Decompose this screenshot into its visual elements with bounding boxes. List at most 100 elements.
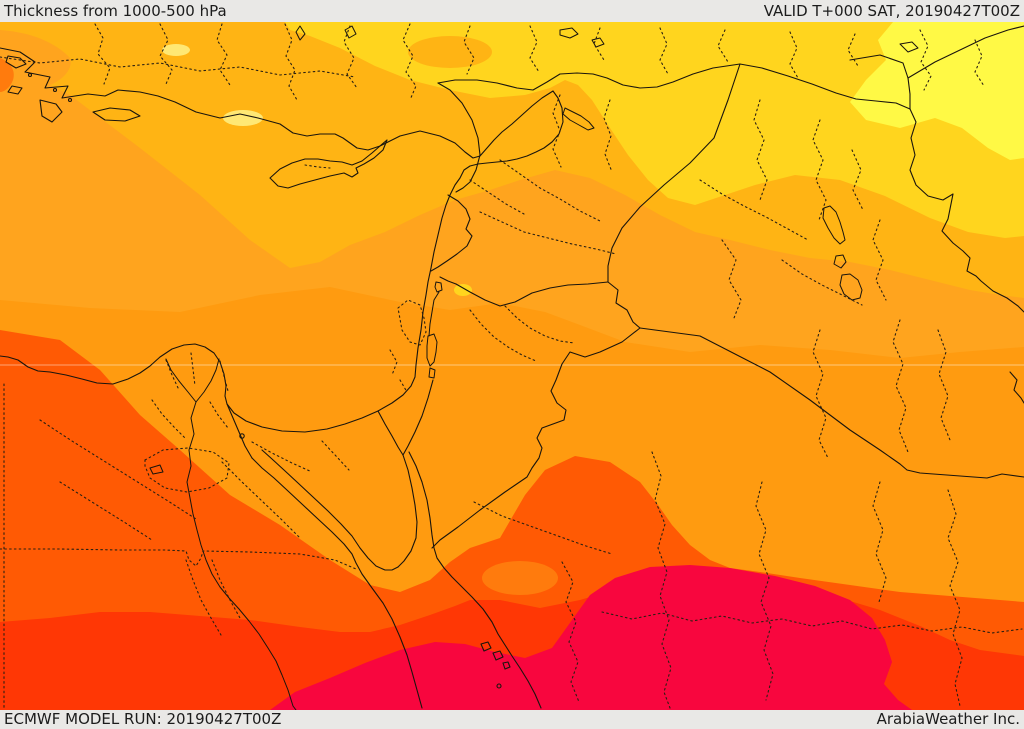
lake-egirdir bbox=[295, 25, 306, 41]
gulf-of-suez-east-shore bbox=[261, 449, 399, 571]
cyprus-green-line bbox=[304, 164, 331, 169]
bitter-lake bbox=[239, 433, 245, 439]
dead-sea bbox=[426, 333, 438, 367]
dead-sea-south-lobe bbox=[428, 367, 436, 379]
admin-nile-west bbox=[185, 559, 222, 636]
admin-syria-4 bbox=[499, 159, 601, 222]
admin-nile-east bbox=[211, 559, 241, 619]
admin-turkey-6 bbox=[343, 25, 358, 89]
admin-syria-1 bbox=[552, 94, 562, 168]
admin-turkey-15 bbox=[919, 29, 932, 91]
admin-saudi-6 bbox=[872, 481, 887, 603]
red-sea-island-3 bbox=[502, 661, 511, 670]
patch-nw-hot bbox=[0, 58, 14, 92]
admin-saudi-2 bbox=[651, 451, 672, 709]
admin-saudi-7 bbox=[947, 489, 963, 707]
syria-jordan-border bbox=[455, 281, 609, 307]
cyprus-coastline bbox=[269, 139, 388, 189]
contour-bands bbox=[0, 22, 1024, 710]
lake-razzaza bbox=[839, 273, 863, 301]
admin-iraq-1 bbox=[753, 99, 768, 201]
admin-turkey-13 bbox=[789, 31, 799, 79]
lake-assad bbox=[562, 107, 595, 131]
lake-habbaniyah bbox=[833, 254, 847, 269]
syria-iraq-border bbox=[607, 63, 741, 283]
admin-turkey-5 bbox=[284, 23, 298, 101]
admin-syria-2 bbox=[603, 99, 613, 173]
jordan-iraq-border bbox=[607, 281, 641, 329]
admin-iraq-6 bbox=[781, 259, 863, 306]
country-borders bbox=[377, 25, 1024, 549]
admin-delta-2 bbox=[209, 401, 229, 429]
gulf-of-aqaba-west-shore bbox=[397, 454, 418, 568]
admin-turkey-7 bbox=[402, 23, 417, 101]
admin-syria-3 bbox=[479, 211, 617, 255]
lake-tharthar bbox=[822, 205, 846, 245]
admin-turkey-12 bbox=[717, 29, 729, 63]
gulf-of-aqaba-east-shore bbox=[408, 451, 542, 709]
west-bank-boundary bbox=[397, 299, 427, 346]
iraq-iran-border bbox=[909, 108, 1024, 313]
admin-sinai-2 bbox=[321, 440, 350, 471]
credit-label: ArabiaWeather Inc. bbox=[876, 710, 1020, 728]
thickness-map bbox=[0, 22, 1024, 710]
turkish-lake-1 bbox=[559, 27, 579, 39]
admin-negev-1 bbox=[389, 349, 398, 376]
admin-iraq-7 bbox=[721, 239, 742, 319]
admin-egypt-3 bbox=[221, 461, 301, 539]
valid-time-label: VALID T+000 SAT, 20190427T00Z bbox=[763, 2, 1020, 20]
admin-delta-3 bbox=[165, 359, 180, 391]
admin-turkey-1 bbox=[0, 56, 356, 78]
suez-canal bbox=[226, 403, 253, 459]
aegean-islet-2 bbox=[52, 87, 58, 93]
admin-jordan-2 bbox=[504, 305, 575, 344]
aegean-island-1 bbox=[5, 55, 27, 69]
admin-turkey-3 bbox=[159, 23, 173, 85]
admin-turkey-2 bbox=[94, 23, 111, 85]
admin-delta-4 bbox=[190, 352, 196, 387]
admin-turkey-14 bbox=[847, 33, 859, 67]
admin-iraq-4 bbox=[851, 149, 864, 211]
nile-delta-east-branch bbox=[195, 358, 220, 403]
band-crimson bbox=[270, 565, 912, 710]
turkey-iran-border bbox=[849, 54, 911, 110]
turkey-ne-border bbox=[907, 25, 1024, 79]
red-sea-islet bbox=[496, 683, 502, 689]
admin-iraq-3 bbox=[699, 179, 809, 241]
model-run-label: ECMWF MODEL RUN: 20190427T00Z bbox=[4, 710, 282, 728]
nile-river bbox=[186, 401, 297, 710]
israel-egypt-border bbox=[377, 410, 404, 456]
sea-of-galilee bbox=[434, 281, 443, 293]
admin-saudi-5 bbox=[601, 611, 1023, 634]
patch-amber-island bbox=[408, 36, 492, 68]
lebanon-border bbox=[430, 194, 473, 272]
lake-van bbox=[899, 41, 919, 53]
admin-sinai-1 bbox=[251, 441, 313, 473]
admin-egypt-2 bbox=[59, 481, 153, 541]
gulf-coast-snippet bbox=[1009, 371, 1024, 404]
nile-delta-west-branch bbox=[165, 358, 197, 403]
jordan-saudi-border bbox=[431, 327, 641, 549]
aegean-island-4 bbox=[92, 107, 141, 122]
aegean-islet-1 bbox=[27, 72, 33, 78]
admin-turkey-10 bbox=[593, 27, 605, 61]
gulf-of-suez-west-shore bbox=[251, 457, 423, 709]
patch-pale-2 bbox=[223, 110, 263, 126]
coastlines bbox=[0, 47, 1024, 709]
patch-pale-1 bbox=[162, 44, 190, 56]
band-gold bbox=[285, 22, 1024, 238]
header-bar: Thickness from 1000-500 hPa VALID T+000 … bbox=[0, 0, 1024, 22]
map-area bbox=[0, 22, 1024, 710]
admin-turkey-8 bbox=[463, 25, 475, 75]
admin-saudi-1 bbox=[473, 501, 613, 555]
admin-syria-5 bbox=[469, 179, 525, 215]
lakes bbox=[149, 25, 919, 475]
red-sea-island-1 bbox=[480, 641, 492, 652]
golan-border bbox=[439, 276, 457, 285]
aegean-island-2 bbox=[7, 85, 23, 95]
admin-saudi-4 bbox=[561, 561, 580, 703]
map-title: Thickness from 1000-500 hPa bbox=[4, 2, 227, 20]
footer-bar: ECMWF MODEL RUN: 20190427T00Z ArabiaWeat… bbox=[0, 710, 1024, 729]
mediterranean-coastline bbox=[0, 47, 564, 433]
patch-hot bbox=[482, 561, 558, 595]
